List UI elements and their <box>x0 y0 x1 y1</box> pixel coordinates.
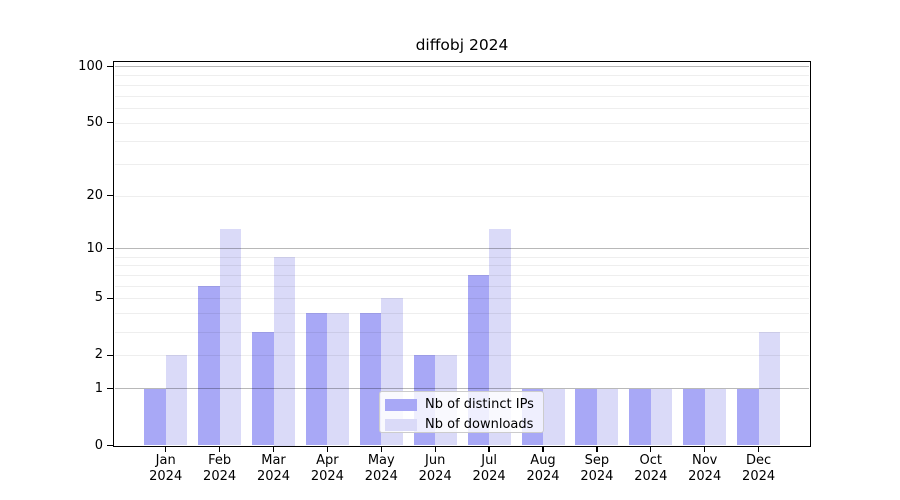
bar-ips-sep <box>575 388 597 446</box>
gridline-30 <box>115 163 809 165</box>
gridline-2 <box>115 355 809 357</box>
legend-item-distinct-ips: Nb of distinct IPs <box>380 398 543 412</box>
bar-downloads-apr <box>327 313 349 446</box>
x-tick-dec <box>757 446 760 452</box>
y-tick-0 <box>107 444 114 447</box>
legend-swatch-distinct-ips <box>385 399 417 411</box>
y-tick-20 <box>107 194 114 197</box>
legend-label-downloads: Nb of downloads <box>425 417 534 432</box>
bar-downloads-aug <box>543 388 565 446</box>
x-tick-label-sep: Sep 2024 <box>580 453 614 484</box>
bar-ips-apr <box>305 313 328 446</box>
x-tick-nov <box>704 446 706 452</box>
y-tick-100 <box>107 65 114 68</box>
bar-ips-nov <box>683 388 705 446</box>
bar-ips-mar <box>252 331 274 446</box>
y-tick-label-1: 1 <box>94 380 103 396</box>
x-tick-apr <box>326 446 329 452</box>
gridline-50 <box>115 122 809 124</box>
x-tick-label-nov: Nov 2024 <box>688 453 722 484</box>
legend-swatch-downloads <box>385 419 417 431</box>
x-tick-oct <box>650 446 652 452</box>
bar-downloads-mar <box>273 256 295 446</box>
bar-ips-oct <box>629 388 651 446</box>
x-tick-feb <box>218 446 221 452</box>
x-tick-label-jan: Jan 2024 <box>149 453 183 484</box>
gridline-4 <box>115 313 809 315</box>
gridline-20 <box>115 195 809 197</box>
x-tick-may <box>380 446 382 452</box>
y-tick-label-50: 50 <box>86 114 103 130</box>
gridline-90 <box>115 75 809 77</box>
gridline-100 <box>115 66 809 68</box>
x-tick-jul <box>488 446 490 452</box>
bar-ips-feb <box>198 285 220 446</box>
y-tick-10 <box>107 247 114 250</box>
gridline-6 <box>115 285 809 287</box>
gridline-1 <box>115 388 809 390</box>
x-tick-label-aug: Aug 2024 <box>526 453 560 484</box>
y-tick-label-100: 100 <box>78 58 103 74</box>
bar-downloads-dec <box>758 331 781 446</box>
gridline-5 <box>115 298 809 300</box>
gridline-3 <box>115 331 809 333</box>
bar-downloads-sep <box>596 388 619 446</box>
x-tick-label-dec: Dec 2024 <box>742 453 776 484</box>
gridline-40 <box>115 140 809 142</box>
chart-title: diffobj 2024 <box>415 36 509 54</box>
bar-ips-dec <box>737 388 759 446</box>
y-tick-1 <box>107 387 114 390</box>
y-tick-5 <box>107 297 114 300</box>
x-tick-label-apr: Apr 2024 <box>310 453 344 484</box>
x-tick-jan <box>165 446 167 452</box>
x-tick-label-may: May 2024 <box>364 453 398 484</box>
x-tick-aug <box>542 446 544 452</box>
bar-downloads-jan <box>165 355 188 446</box>
y-tick-50 <box>107 122 114 124</box>
bar-downloads-oct <box>650 388 673 446</box>
gridline-9 <box>115 256 809 258</box>
gridline-8 <box>115 265 809 267</box>
x-tick-mar <box>272 446 275 452</box>
x-tick-label-feb: Feb 2024 <box>203 453 237 484</box>
x-tick-jun <box>434 446 436 452</box>
x-tick-label-mar: Mar 2024 <box>256 453 291 484</box>
bar-ips-may <box>359 313 382 446</box>
gridline-70 <box>115 95 809 97</box>
gridline-7 <box>115 274 809 276</box>
legend: Nb of distinct IPs Nb of downloads <box>379 391 544 433</box>
legend-item-downloads: Nb of downloads <box>380 418 543 432</box>
y-tick-label-2: 2 <box>94 347 103 363</box>
y-tick-2 <box>107 354 114 356</box>
gridline-60 <box>115 108 809 110</box>
y-tick-label-0: 0 <box>94 437 103 453</box>
y-tick-label-20: 20 <box>86 187 103 203</box>
bar-downloads-nov <box>704 388 727 446</box>
legend-label-distinct-ips: Nb of distinct IPs <box>425 397 534 412</box>
bar-ips-jan <box>144 388 166 446</box>
y-tick-label-5: 5 <box>94 290 103 306</box>
x-tick-label-jul: Jul 2024 <box>472 453 506 484</box>
x-tick-label-jun: Jun 2024 <box>418 453 452 484</box>
bar-downloads-feb <box>219 228 242 446</box>
x-tick-sep <box>596 446 598 452</box>
gridline-80 <box>115 84 809 86</box>
x-tick-label-oct: Oct 2024 <box>634 453 668 484</box>
gridline-10 <box>115 248 809 250</box>
y-tick-label-10: 10 <box>86 240 103 256</box>
